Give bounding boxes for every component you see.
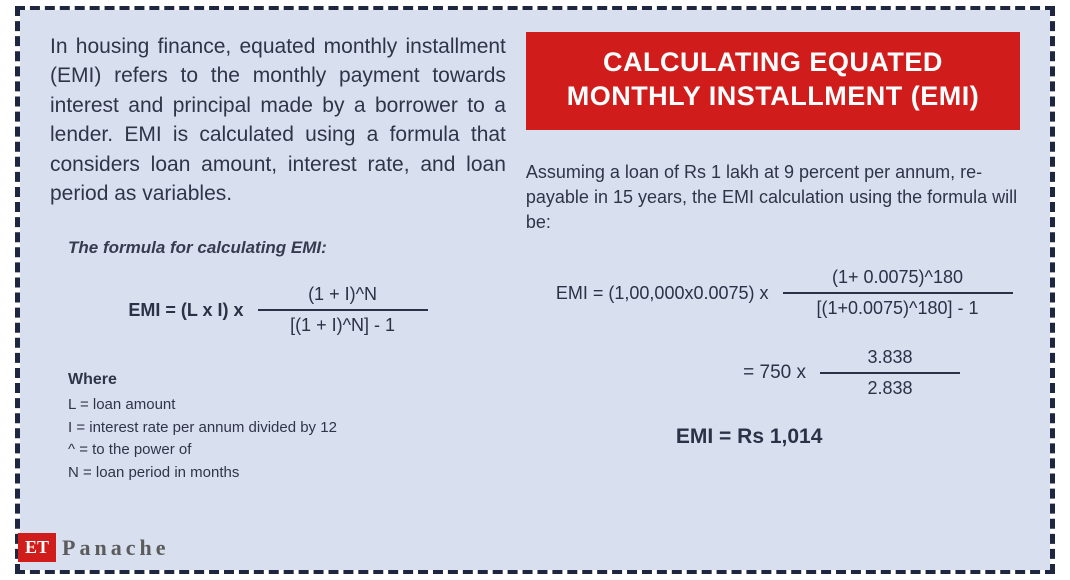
step2-lhs: = 750 x <box>743 362 806 384</box>
where-line-l: L = loan amount <box>68 394 506 417</box>
where-line-n: N = loan period in months <box>68 462 506 485</box>
example-denominator: [(1+0.0075)^180] - 1 <box>806 294 988 323</box>
et-badge: ET <box>18 533 56 562</box>
step2-fraction: 3.838 2.838 <box>820 343 960 403</box>
example-fraction: (1+ 0.0075)^180 [(1+0.0075)^180] - 1 <box>783 263 1013 323</box>
intro-paragraph: In housing finance, equated monthly inst… <box>50 32 506 208</box>
banner-line2: MONTHLY INSTALLMENT (EMI) <box>536 80 1010 114</box>
right-column: CALCULATING EQUATED MONTHLY INSTALLMENT … <box>526 32 1020 548</box>
panache-label: Panache <box>62 535 169 561</box>
where-legend: Where L = loan amount I = interest rate … <box>68 368 506 484</box>
left-column: In housing finance, equated monthly inst… <box>50 32 506 548</box>
title-banner: CALCULATING EQUATED MONTHLY INSTALLMENT … <box>526 32 1020 130</box>
example-numerator: (1+ 0.0075)^180 <box>822 263 973 292</box>
step2-numerator: 3.838 <box>857 343 922 372</box>
formula-title: The formula for calculating EMI: <box>68 238 506 258</box>
formula-lhs: EMI = (L x I) x <box>128 300 243 321</box>
emi-result: EMI = Rs 1,014 <box>676 425 1020 449</box>
emi-formula: EMI = (L x I) x (1 + I)^N [(1 + I)^N] - … <box>50 280 506 340</box>
step2-denominator: 2.838 <box>857 374 922 403</box>
example-formula: EMI = (1,00,000x0.0075) x (1+ 0.0075)^18… <box>556 263 1020 323</box>
source-watermark: ET Panache <box>18 533 169 562</box>
where-label: Where <box>68 368 506 392</box>
example-step2: = 750 x 3.838 2.838 <box>526 343 960 403</box>
where-line-power: ^ = to the power of <box>68 439 506 462</box>
example-intro: Assuming a loan of Rs 1 lakh at 9 percen… <box>526 160 1020 236</box>
info-panel: In housing finance, equated monthly inst… <box>20 10 1050 570</box>
banner-line1: CALCULATING EQUATED <box>536 46 1010 80</box>
formula-fraction: (1 + I)^N [(1 + I)^N] - 1 <box>258 280 428 340</box>
example-lhs: EMI = (1,00,000x0.0075) x <box>556 283 769 304</box>
formula-denominator: [(1 + I)^N] - 1 <box>280 311 405 340</box>
where-line-i: I = interest rate per annum divided by 1… <box>68 417 506 440</box>
formula-numerator: (1 + I)^N <box>298 280 387 309</box>
